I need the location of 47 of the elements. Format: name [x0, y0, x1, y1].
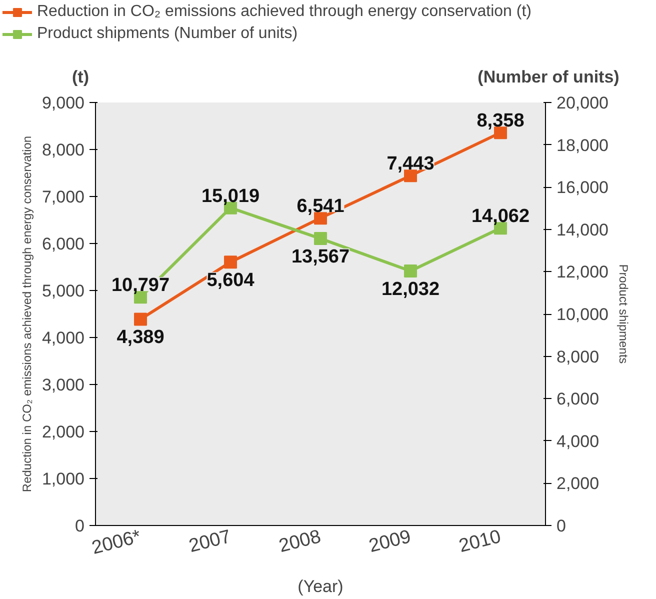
- legend-label: Reduction in CO₂ emissions achieved through energy conservation (t): [37, 3, 532, 21]
- x-tick-label: 2009: [366, 526, 414, 558]
- legend-label: Product shipments (Number of units): [37, 25, 298, 43]
- x-tick-label: 2007: [186, 526, 234, 558]
- y2-tick-label: 8,000: [556, 347, 600, 366]
- y-tick-label: 1,000: [42, 470, 85, 488]
- data-label: 8,358: [476, 110, 524, 132]
- y2-tick-label: 6,000: [556, 390, 600, 409]
- data-label: 7,443: [386, 154, 434, 175]
- data-label: 4,389: [116, 327, 164, 348]
- y-tick-label: 5,000: [42, 282, 85, 300]
- y2-tick-label: 4,000: [556, 432, 600, 451]
- point: [404, 264, 417, 278]
- y-tick-label: 6,000: [42, 234, 85, 254]
- point: [134, 312, 147, 326]
- y2-tick-label: 2,000: [556, 474, 600, 494]
- data-label: 10,797: [111, 275, 170, 296]
- y2-tick-label: 0: [556, 516, 566, 536]
- text: (t): [72, 68, 89, 86]
- data-label: 15,019: [201, 186, 260, 207]
- data-label: 6,541: [296, 196, 345, 218]
- y2-tick-label: 20,000: [556, 94, 608, 112]
- data-label: 14,062: [471, 206, 530, 228]
- y-tick-label: 8,000: [42, 140, 85, 160]
- y-tick-label: 9,000: [42, 94, 85, 112]
- data-label: 5,604: [206, 270, 255, 292]
- data-label: 13,567: [291, 246, 350, 268]
- y2-tick-label: 12,000: [556, 262, 608, 282]
- point: [224, 256, 237, 269]
- y2-tick-label: 16,000: [556, 178, 608, 198]
- y-tick-label: 2,000: [42, 422, 85, 442]
- y-tick-label: 4,000: [42, 328, 85, 348]
- y2-axis-title: Product shipments: [616, 264, 630, 364]
- x-axis-title: (Year): [298, 577, 344, 596]
- text: (Number of units): [478, 68, 620, 86]
- y-tick-label: 3,000: [42, 376, 85, 394]
- y2-tick-label: 14,000: [556, 220, 608, 240]
- data-label: 12,032: [381, 279, 440, 300]
- y2-tick-label: 18,000: [556, 136, 608, 155]
- x-tick-label: 2010: [456, 526, 504, 558]
- y2-tick-label: 10,000: [556, 305, 608, 324]
- x-tick-label: 2006*: [90, 526, 144, 559]
- y-tick-label: 7,000: [42, 188, 85, 206]
- y-axis-title: Reduction in CO₂ emissions achieved through energy conservation: [20, 136, 34, 492]
- y-tick-label: 0: [75, 516, 85, 536]
- point: [314, 232, 327, 246]
- x-tick-label: 2008: [276, 526, 324, 558]
